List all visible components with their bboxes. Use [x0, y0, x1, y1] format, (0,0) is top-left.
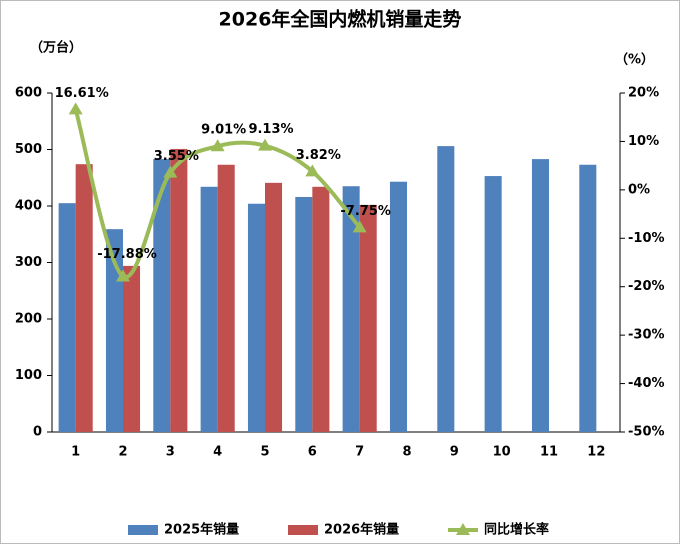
data-label: 16.61% — [55, 86, 109, 101]
bar — [579, 164, 597, 432]
y-tick-label: 500 — [15, 142, 42, 157]
x-tick-label: 10 — [493, 445, 511, 460]
x-tick-label: 1 — [71, 445, 80, 460]
x-tick-label: 4 — [213, 445, 222, 460]
bar — [342, 186, 360, 432]
legend-swatch — [128, 525, 158, 535]
y2-tick-label: -10% — [628, 231, 665, 246]
x-tick-label: 5 — [260, 445, 269, 460]
y-tick-label: 200 — [15, 312, 42, 327]
bar — [217, 164, 235, 432]
bar — [153, 159, 171, 433]
x-tick-label: 11 — [540, 445, 558, 460]
bar — [123, 265, 141, 432]
data-label: -7.75% — [340, 204, 391, 219]
y2-tick-label: -20% — [628, 279, 665, 294]
data-label: 9.13% — [248, 122, 293, 137]
marker — [210, 139, 225, 152]
bar — [170, 148, 188, 432]
legend-swatch — [288, 525, 318, 535]
legend-label: 同比增长率 — [484, 522, 549, 538]
legend-swatch — [456, 523, 470, 535]
data-label: 3.82% — [296, 148, 341, 163]
bar — [531, 159, 549, 433]
chart-title: 2026年全国内燃机销量走势 — [219, 8, 462, 31]
legend-label: 2025年销量 — [164, 522, 239, 538]
y-tick-label: 300 — [15, 255, 42, 270]
x-tick-label: 3 — [166, 445, 175, 460]
bar — [312, 186, 330, 432]
y2-tick-label: 20% — [628, 86, 659, 101]
x-tick-label: 6 — [308, 445, 317, 460]
x-tick-label: 2 — [118, 445, 127, 460]
bar — [200, 186, 218, 432]
y2-tick-label: -50% — [628, 425, 665, 440]
bar — [437, 146, 455, 433]
marker — [352, 220, 367, 233]
legend-label: 2026年销量 — [324, 522, 399, 538]
marker — [305, 164, 320, 177]
data-label: 3.55% — [154, 149, 199, 164]
x-tick-label: 7 — [355, 445, 364, 460]
x-tick-label: 12 — [587, 445, 605, 460]
bar — [265, 182, 283, 432]
y2-tick-label: -30% — [628, 328, 665, 343]
y2-tick-label: 0% — [628, 182, 650, 197]
x-tick-label: 9 — [450, 445, 459, 460]
y-axis-label: （万台） — [30, 40, 82, 56]
x-tick-label: 8 — [402, 445, 411, 460]
marker — [68, 102, 83, 115]
bar — [75, 164, 93, 432]
bar — [295, 196, 313, 432]
bar — [484, 176, 502, 432]
data-label: -17.88% — [97, 247, 157, 262]
marker — [163, 165, 178, 178]
data-label: 9.01% — [201, 123, 246, 138]
marker — [258, 138, 272, 151]
marker — [116, 269, 130, 282]
bar — [359, 204, 377, 432]
y-tick-label: 100 — [15, 368, 42, 383]
y2-tick-label: -40% — [628, 376, 665, 391]
bar — [247, 203, 265, 432]
y-tick-label: 600 — [15, 86, 42, 101]
bar — [389, 181, 407, 432]
y2-axis-label: （%） — [615, 52, 654, 68]
y-tick-label: 0 — [33, 425, 42, 440]
bar — [58, 203, 76, 432]
y2-tick-label: 10% — [628, 134, 659, 149]
y-tick-label: 400 — [15, 199, 42, 214]
